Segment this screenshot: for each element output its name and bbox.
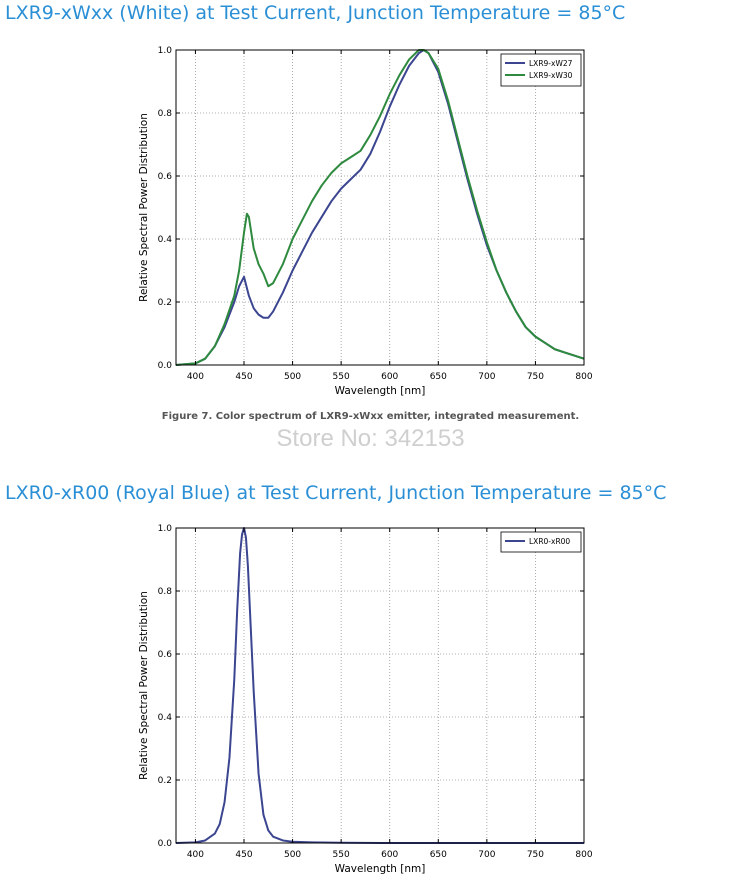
- chart-1-y-axis-label: Relative Spectral Power Distribution: [138, 113, 150, 302]
- chart-2-legend-box: [500, 531, 582, 553]
- chart-1-heading: LXR9-xWxx (White) at Test Current, Junct…: [5, 2, 626, 24]
- chart-2: 400 450 500 550 600 650 700 750 800 0.0 0.2 0.4 0.6 0…: [138, 524, 593, 875]
- chart-2-y-tick-label: 0.2: [158, 776, 172, 786]
- chart-1-x-axis-label: Wavelength [nm]: [335, 385, 426, 397]
- chart-1-y-tick-label: 0.8: [158, 109, 173, 119]
- chart-1-x-tick-label: 600: [381, 372, 398, 382]
- chart-2-y-tick-label: 1.0: [158, 524, 173, 534]
- chart-1-plot-frame: [175, 49, 585, 366]
- chart-1-x-tick-label: 700: [478, 372, 495, 382]
- watermark: Store No: 342153: [276, 425, 465, 452]
- chart-1-x-tick-label: 400: [187, 372, 204, 382]
- chart-1-y-tick-label: 0.4: [158, 235, 173, 245]
- chart-2-y-tick-label: 0.4: [158, 713, 173, 723]
- chart-2-x-tick-label: 400: [187, 850, 204, 860]
- chart-2-grid: [176, 528, 584, 843]
- chart-1-series-line-1: [175, 49, 585, 366]
- chart-1-x-tick-label: 800: [575, 372, 592, 382]
- chart-2-x-tick-label: 550: [333, 850, 350, 860]
- chart-2-plot-frame: [175, 527, 585, 844]
- chart-2-y-tick-label: 0.8: [158, 587, 173, 597]
- chart-2-heading: LXR0-xR00 (Royal Blue) at Test Current, …: [5, 482, 667, 504]
- chart-1-x-tick-label: 450: [235, 372, 252, 382]
- chart-1-legend-label: LXR9-xW27: [529, 59, 573, 68]
- chart-1: 400 450 500 550 600 650 700 750 800 0.0 0.2 0.4 0.6 0…: [138, 46, 593, 397]
- chart-1-y-tick-label: 0.0: [158, 361, 173, 371]
- chart-2-x-tick-label: 650: [430, 850, 447, 860]
- chart-2-x-tick-label: 700: [478, 850, 495, 860]
- chart-2-y-axis-label: Relative Spectral Power Distribution: [138, 591, 150, 780]
- chart-1-y-tick-label: 1.0: [158, 46, 173, 56]
- chart-1-y-tick-label: 0.2: [158, 298, 172, 308]
- chart-2-y-tick-label: 0.0: [158, 839, 173, 849]
- chart-2-legend: LXR0-xR00: [500, 531, 582, 553]
- chart-2-x-tick-label: 600: [381, 850, 398, 860]
- figure-caption: Figure 7. Color spectrum of LXR9-xWxx em…: [161, 411, 580, 422]
- chart-2-x-axis-label: Wavelength [nm]: [335, 863, 426, 875]
- chart-1-y-tick-label: 0.6: [158, 172, 173, 182]
- chart-2-y-tick-label: 0.6: [158, 650, 173, 660]
- chart-1-x-tick-label: 500: [284, 372, 301, 382]
- chart-2-x-tick-label: 800: [575, 850, 592, 860]
- chart-1-legend: LXR9-xW27 LXR9-xW30: [500, 53, 582, 87]
- chart-2-x-tick-label: 450: [235, 850, 252, 860]
- chart-2-x-tick-label: 500: [284, 850, 301, 860]
- chart-1-x-tick-label: 550: [333, 372, 350, 382]
- chart-1-grid: [176, 50, 584, 365]
- chart-1-legend-box: [500, 53, 582, 87]
- chart-2-legend-label: LXR0-xR00: [529, 537, 570, 546]
- chart-2-x-tick-label: 750: [527, 850, 544, 860]
- chart-1-series-line-0: [175, 49, 585, 366]
- chart-1-x-tick-label: 750: [527, 372, 544, 382]
- chart-1-x-tick-label: 650: [430, 372, 447, 382]
- chart-2-series-line-0: [175, 527, 584, 844]
- chart-1-legend-label: LXR9-xW30: [529, 71, 573, 80]
